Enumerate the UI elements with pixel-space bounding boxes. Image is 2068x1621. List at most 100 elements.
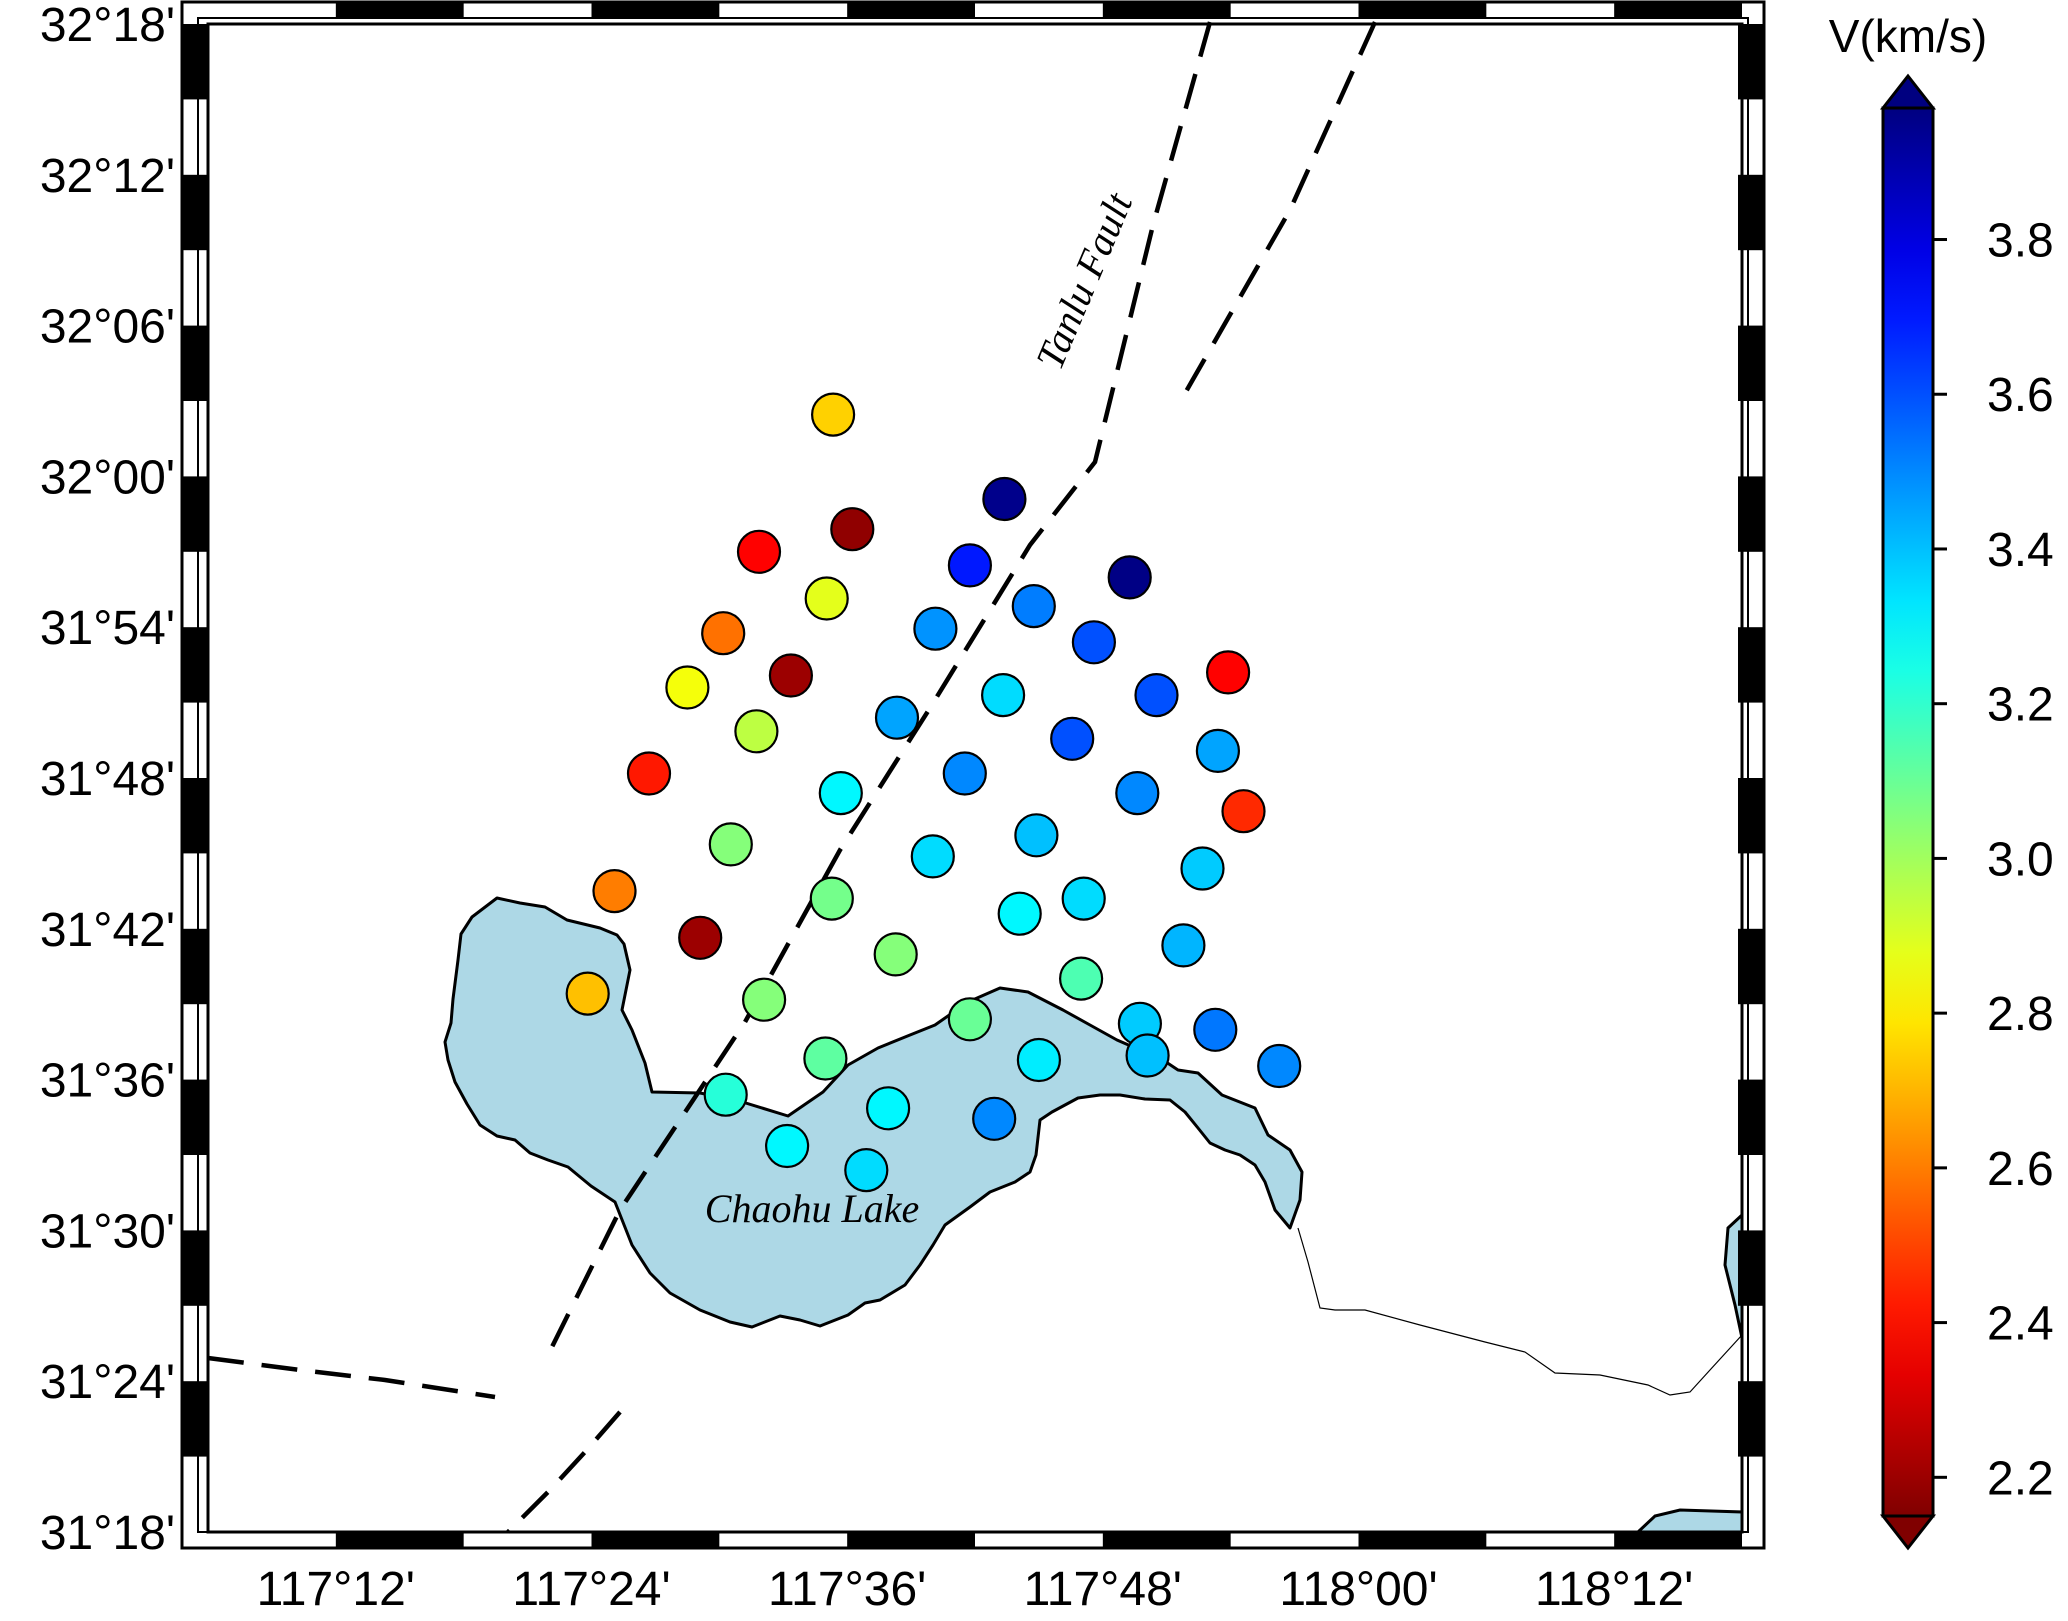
frame-checker-right xyxy=(1738,325,1764,401)
lon-tick-label: 118°12' xyxy=(1535,1563,1693,1616)
longitude-tick-labels: 117°12' 117°24' 117°36' 117°48' 118°00' 118°1… xyxy=(257,1563,1694,1616)
frame-checker-top xyxy=(1102,2,1231,18)
colorbar-tick-label: 2.8 xyxy=(1987,988,2054,1041)
frame-checker-left xyxy=(182,627,208,703)
colorbar-tick-label: 2.6 xyxy=(1987,1143,2054,1196)
frame-checker-left xyxy=(182,1230,208,1306)
station-dot xyxy=(874,695,920,740)
frame-checker-left xyxy=(182,325,208,401)
station-dot xyxy=(997,891,1042,936)
colorbar-min-triangle xyxy=(1879,1514,1937,1551)
station-markers xyxy=(565,392,1302,1193)
station-dot xyxy=(734,709,779,754)
station-dot xyxy=(947,543,993,588)
station-dot xyxy=(764,1123,810,1169)
frame-checker-right xyxy=(1738,476,1764,552)
frame-checker-right xyxy=(1738,174,1764,251)
frame-checker-right xyxy=(1738,1381,1764,1457)
colorbar-tick-label: 3.6 xyxy=(1987,369,2054,422)
station-dot xyxy=(809,876,854,921)
station-dot xyxy=(768,653,814,698)
frame-checker-left xyxy=(182,476,208,552)
frame-checker-top xyxy=(335,2,464,18)
lat-tick-label: 31°30' xyxy=(40,1205,175,1258)
station-dot xyxy=(1115,770,1160,816)
lat-tick-label: 32°00' xyxy=(40,451,175,504)
fault-lines xyxy=(207,21,1378,1534)
frame-checker-bottom xyxy=(591,1532,720,1548)
lat-tick-label: 32°12' xyxy=(40,150,175,203)
frame-checker-left xyxy=(182,928,208,1005)
station-dot xyxy=(1071,620,1117,665)
lon-tick-label: 117°12' xyxy=(257,1563,415,1616)
frame-checker-left xyxy=(182,174,208,251)
station-dot xyxy=(1195,728,1241,774)
frame-checker-bottom xyxy=(847,1532,975,1548)
station-dot xyxy=(1180,846,1225,891)
lon-tick-label: 118°00' xyxy=(1279,1563,1437,1616)
station-dot xyxy=(1058,956,1104,1001)
station-dot xyxy=(565,971,610,1016)
frame-checker-top xyxy=(1358,2,1487,18)
colorbar-tick-label: 2.4 xyxy=(1987,1298,2054,1351)
station-dot xyxy=(1014,813,1059,858)
station-dot xyxy=(942,751,987,796)
lon-tick-label: 117°36' xyxy=(768,1563,926,1616)
station-dot xyxy=(626,751,672,796)
station-dot xyxy=(1161,923,1206,968)
colorbar-tick-label: 3.2 xyxy=(1987,679,2054,732)
station-dot xyxy=(1193,1007,1238,1052)
station-dot xyxy=(665,665,710,710)
latitude-tick-labels: 32°18' 32°12' 32°06' 32°00' 31°54' 31°48' 31°4… xyxy=(40,0,175,1560)
lat-tick-label: 31°54' xyxy=(40,602,175,655)
station-dot xyxy=(982,476,1027,522)
frame-checker-left xyxy=(182,1381,208,1457)
tanlu-fault-main xyxy=(545,21,1213,1357)
station-dot xyxy=(803,1036,848,1081)
station-dot xyxy=(910,834,955,879)
station-dot xyxy=(1125,1033,1170,1078)
frame-checker-right xyxy=(1738,24,1764,100)
station-dot xyxy=(1134,672,1179,718)
lat-tick-label: 31°48' xyxy=(40,753,175,806)
frame-checker-bottom xyxy=(1614,1532,1742,1548)
colorbar-gradient xyxy=(1881,106,1935,1518)
station-dot xyxy=(1205,650,1251,695)
station-dot xyxy=(804,576,849,621)
colorbar-max-triangle xyxy=(1879,73,1937,110)
lon-tick-label: 117°24' xyxy=(512,1563,670,1616)
lat-tick-label: 31°42' xyxy=(40,904,175,957)
colorbar: V(km/s) 2.2 2.4 2.6 2.8 3.0 3.2 3.4 3.6 3.8 xyxy=(1829,10,2054,1551)
colorbar-tick-label: 3.4 xyxy=(1987,524,2054,577)
colorbar-title: V(km/s) xyxy=(1829,10,1987,62)
station-dot xyxy=(1011,583,1056,629)
frame-checker-left xyxy=(182,24,208,100)
lat-tick-label: 31°24' xyxy=(40,1356,175,1409)
station-dot xyxy=(818,770,863,816)
frame-checker-bottom xyxy=(335,1532,464,1548)
lat-tick-label: 32°06' xyxy=(40,301,175,354)
station-dot xyxy=(1257,1043,1302,1089)
station-dot xyxy=(1221,789,1266,834)
lat-tick-label: 31°18' xyxy=(40,1507,175,1560)
station-dot xyxy=(703,1072,748,1117)
station-dot xyxy=(741,977,787,1022)
frame-checker-left xyxy=(182,1079,208,1155)
frame-checker-right xyxy=(1738,928,1764,1005)
colorbar-ticks: 2.2 2.4 2.6 2.8 3.0 3.2 3.4 3.6 3.8 xyxy=(1933,215,2054,1505)
frame-checker-top xyxy=(591,2,720,18)
lat-tick-label: 31°36' xyxy=(40,1055,175,1108)
station-dot xyxy=(592,868,637,914)
frame-checker-bottom xyxy=(1102,1532,1231,1548)
lat-tick-label: 32°18' xyxy=(40,0,175,52)
station-dot xyxy=(1050,716,1095,761)
station-dot xyxy=(980,672,1026,718)
frame-checker-right xyxy=(1738,627,1764,703)
station-dot xyxy=(873,932,918,977)
colorbar-tick-label: 3.0 xyxy=(1987,833,2054,886)
station-dot xyxy=(1016,1037,1062,1083)
frame-checker-top xyxy=(847,2,975,18)
fault-southwest xyxy=(207,1355,496,1400)
